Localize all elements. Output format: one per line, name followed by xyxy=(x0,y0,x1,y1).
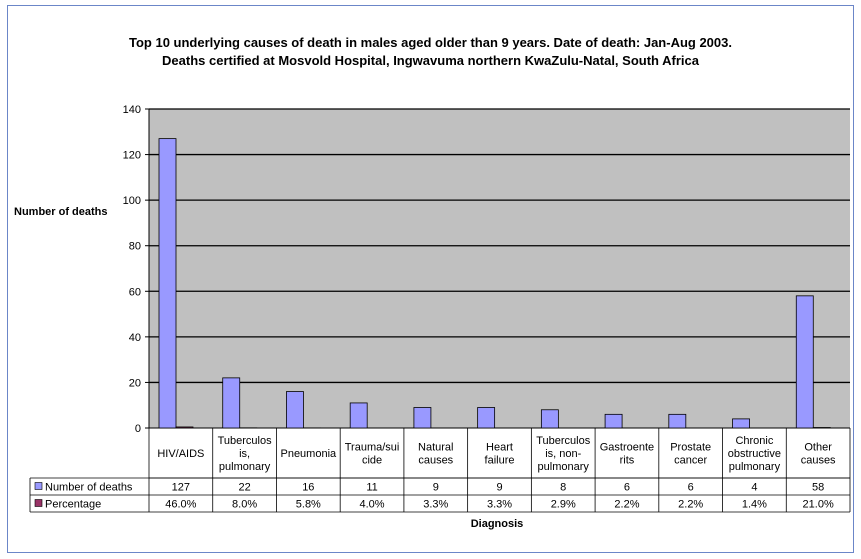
x-axis-label: Diagnosis xyxy=(471,518,524,530)
category-label: Other causes xyxy=(801,442,836,467)
bar-number-of-deaths xyxy=(286,391,304,429)
table-cell: 8.0% xyxy=(232,499,257,511)
plot-area xyxy=(149,108,850,428)
table-cell: 8 xyxy=(560,482,566,494)
category-label: Chronic obstructive pulmonary xyxy=(728,435,781,473)
table-cell: 3.3% xyxy=(423,499,448,511)
category-label: Prostate cancer xyxy=(670,442,711,467)
category-label: Pneumonia xyxy=(280,448,337,460)
table-cell: 2.9% xyxy=(551,499,576,511)
bar-number-of-deaths xyxy=(158,138,177,429)
table-cell: 11 xyxy=(366,482,377,494)
y-tick-label: 60 xyxy=(129,286,141,298)
bar-number-of-deaths xyxy=(540,409,559,429)
data-table: HIV/AIDS Tuberculos is, pulmonary Pneumonia T… xyxy=(29,428,851,513)
category-label: Heart failure xyxy=(485,442,515,467)
table-cell: 58 xyxy=(812,482,824,494)
table-cell: 2.2% xyxy=(614,499,639,511)
category-label: HIV/AIDS xyxy=(157,448,204,460)
y-axis-label: Number of deaths xyxy=(14,206,108,218)
table-cell: 21.0% xyxy=(803,499,834,511)
bar-number-of-deaths xyxy=(349,402,368,429)
category-label: Trauma/sui cide xyxy=(345,442,400,467)
bar-number-of-deaths xyxy=(604,413,623,429)
y-tick-label: 40 xyxy=(129,332,141,344)
chart-subtitle: Deaths certified at Mosvold Hospital, In… xyxy=(162,53,699,68)
y-tick-label: 20 xyxy=(129,377,141,389)
y-tick-label: 120 xyxy=(123,150,141,162)
legend-label: Percentage xyxy=(45,499,101,511)
bar-percentage xyxy=(175,426,194,429)
legend-key xyxy=(34,499,43,507)
y-tick-label: 0 xyxy=(135,423,141,435)
table-cell: 2.2% xyxy=(678,499,703,511)
bar-number-of-deaths xyxy=(795,295,814,429)
category-label: Natural causes xyxy=(418,442,454,467)
y-tick-label: 100 xyxy=(123,195,141,207)
legend-key xyxy=(34,482,43,490)
bars xyxy=(158,138,831,429)
bar-number-of-deaths xyxy=(732,418,750,429)
table-cell: 127 xyxy=(172,482,190,494)
category-label: Tuberculos is, non-pulmonary xyxy=(536,435,591,473)
table-cell: 9 xyxy=(433,482,439,494)
y-tick-label: 80 xyxy=(129,241,141,253)
bar-number-of-deaths xyxy=(477,407,496,429)
legend-label: Number of deaths xyxy=(45,482,133,494)
chart-title-block: Top 10 underlying causes of death in mal… xyxy=(0,34,861,70)
table-cell: 46.0% xyxy=(165,499,196,511)
chart-title: Top 10 underlying causes of death in mal… xyxy=(129,35,732,50)
y-tick-label: 140 xyxy=(123,104,141,116)
table-cell: 16 xyxy=(302,482,314,494)
table-cell: 9 xyxy=(496,482,502,494)
table-cell: 4 xyxy=(751,482,757,494)
category-label: Tuberculos is, pulmonary xyxy=(218,435,273,473)
bar-number-of-deaths xyxy=(222,377,241,429)
table-cell: 5.8% xyxy=(296,499,321,511)
table-cell: 3.3% xyxy=(487,499,512,511)
table-cell: 6 xyxy=(624,482,630,494)
table-cell: 22 xyxy=(238,482,250,494)
table-cell: 6 xyxy=(688,482,694,494)
bar-number-of-deaths xyxy=(668,413,687,429)
category-label: Gastroente rits xyxy=(600,442,654,467)
plot-background xyxy=(149,109,850,428)
table-cell: 1.4% xyxy=(742,499,767,511)
table-cell: 4.0% xyxy=(360,499,385,511)
bar-number-of-deaths xyxy=(413,407,432,429)
